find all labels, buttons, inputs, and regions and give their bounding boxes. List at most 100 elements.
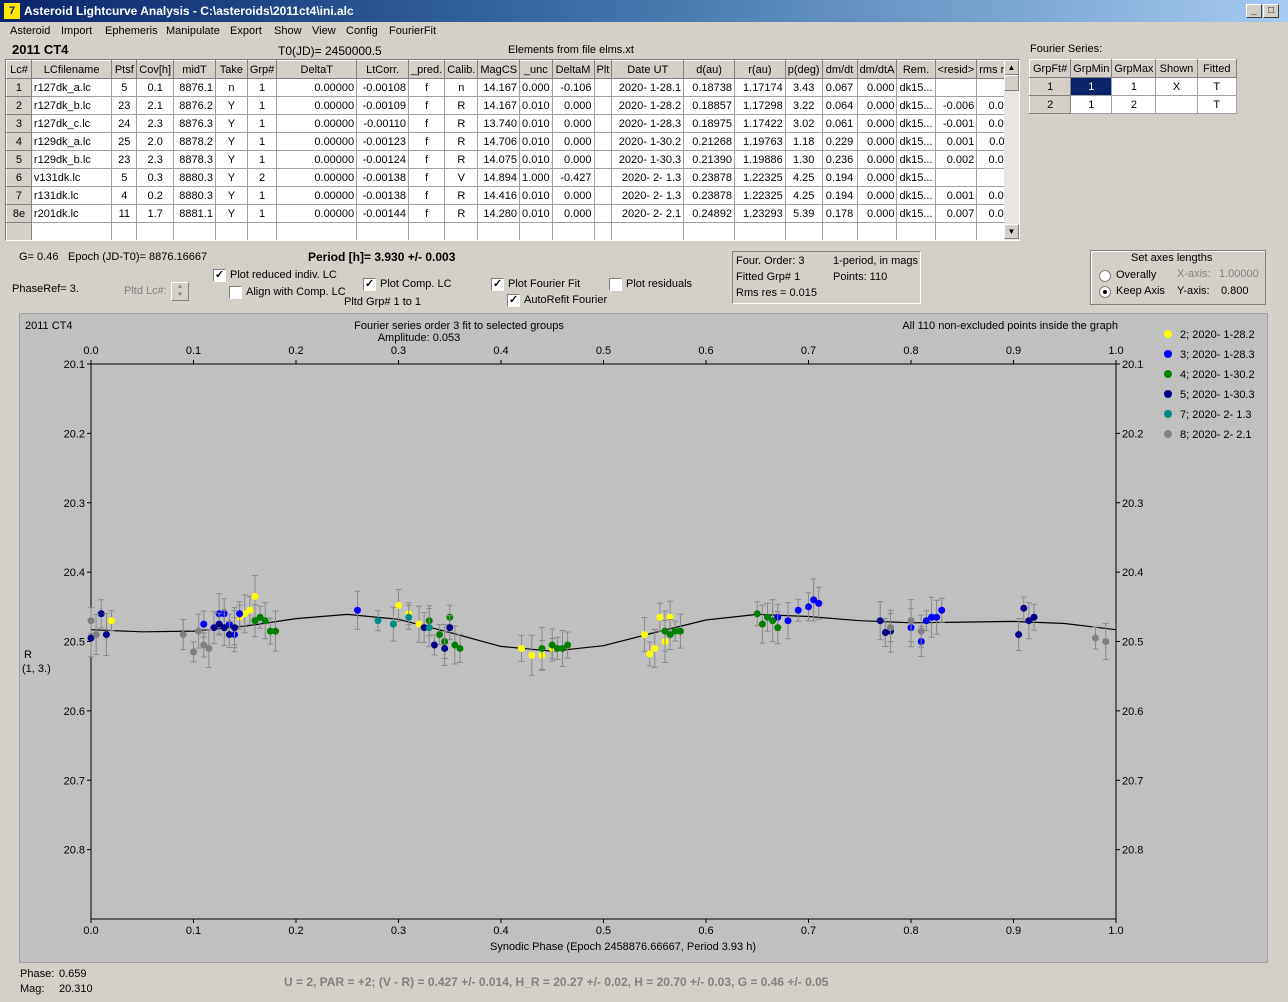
table-cell[interactable]: 1 [246,114,278,133]
table-cell[interactable]: 1.23293 [733,204,786,223]
table-cell[interactable]: 14.167 [477,78,521,97]
table-cell[interactable]: f [408,96,446,115]
autorefit-checkbox[interactable]: ✓ [507,294,520,307]
table-cell[interactable]: f [408,78,446,97]
table-cell[interactable]: V [444,168,479,187]
table-cell[interactable]: f [408,168,446,187]
fourier-column-header[interactable]: GrpMin [1070,59,1113,78]
table-cell[interactable]: 0.00000 [276,204,358,223]
table-cell[interactable]: f [408,150,446,169]
table-cell[interactable]: Y [214,150,248,169]
table-cell[interactable]: 0.00000 [276,78,358,97]
table-cell[interactable]: 2 [6,96,32,115]
table-cell[interactable]: 0.000 [856,168,898,187]
table-cell[interactable]: -0.00138 [356,186,410,205]
table-cell[interactable]: 5.39 [784,204,823,223]
table-cell[interactable]: 0.000 [551,96,595,115]
table-cell[interactable] [593,78,613,97]
table-cell[interactable]: 0.229 [821,132,858,151]
scroll-up-icon[interactable]: ▲ [1004,60,1019,75]
table-cell[interactable]: 1.17422 [733,114,786,133]
table-cell[interactable]: -0.00124 [356,150,410,169]
table-cell[interactable] [934,78,978,97]
fourier-cell[interactable]: 2 [1111,95,1157,114]
table-cell[interactable]: R [444,186,479,205]
column-header[interactable]: DeltaM [551,60,595,79]
x-axis-value[interactable]: 1.00000 [1219,268,1259,280]
table-cell[interactable]: -0.00110 [356,114,410,133]
table-cell[interactable]: 23 [111,96,138,115]
table-cell[interactable]: 1.17298 [733,96,786,115]
table-cell[interactable]: 2.3 [136,150,175,169]
table-cell[interactable]: 1 [246,96,278,115]
table-cell[interactable]: f [408,204,446,223]
table-cell[interactable]: 2020- 1-30.3 [611,150,685,169]
table-cell[interactable]: dk15... [896,204,936,223]
table-cell[interactable]: dk15... [896,150,936,169]
table-cell[interactable]: Y [214,132,248,151]
table-cell[interactable]: 0.000 [856,132,898,151]
table-cell[interactable] [593,96,613,115]
table-cell[interactable]: 1 [246,186,278,205]
column-header[interactable]: <resid> [934,60,978,79]
menu-export[interactable]: Export [230,25,262,37]
spin-up-icon[interactable]: ▲ [177,284,183,290]
table-cell[interactable]: 0.24892 [683,204,735,223]
table-cell[interactable]: 3.02 [784,114,823,133]
table-cell[interactable]: r129dk_b.lc [30,150,113,169]
column-header[interactable]: dm/dt [821,60,858,79]
column-header[interactable]: Grp# [246,60,278,79]
table-cell[interactable]: R [444,132,479,151]
table-cell[interactable]: r129dk_a.lc [30,132,113,151]
table-row[interactable]: 7 r131dk.lc 4 0.2 8880.3 Y 1 0.00000 -0.00138 f R 1… [6,186,1019,205]
table-cell[interactable]: 7 [6,186,32,205]
table-cell[interactable]: 0.00000 [276,114,358,133]
table-cell[interactable]: 1.19886 [733,150,786,169]
table-row[interactable]: 6 v131dk.lc 5 0.3 8880.3 Y 2 0.00000 -0.00138 f V 1… [6,168,1019,187]
table-cell[interactable]: -0.00138 [356,168,410,187]
spin-down-icon[interactable]: ▼ [177,292,183,298]
column-header[interactable]: DeltaT [276,60,358,79]
table-cell[interactable]: r127dk_a.lc [30,78,113,97]
table-cell[interactable]: 1.000 [519,168,553,187]
table-row-empty[interactable] [6,222,1019,240]
table-cell[interactable]: 1 [246,204,278,223]
table-row[interactable]: 3 r127dk_c.lc 24 2.3 8876.3 Y 1 0.00000 -0.00110… [6,114,1019,133]
table-cell[interactable] [593,114,613,133]
table-cell[interactable]: 0.000 [551,204,595,223]
table-cell[interactable]: 2020- 1-28.1 [611,78,685,97]
table-row[interactable]: 1 r127dk_a.lc 5 0.1 8876.1 n 1 0.00000 -0.00108 f… [6,78,1019,97]
table-cell[interactable]: dk15... [896,186,936,205]
table-cell[interactable]: -0.001 [934,114,978,133]
menu-asteroid[interactable]: Asteroid [10,25,51,37]
table-cell[interactable]: 0.178 [821,204,858,223]
fourier-column-header[interactable]: GrpMax [1111,59,1157,78]
table-cell[interactable]: 0.000 [551,114,595,133]
table-cell[interactable]: 0.000 [551,150,595,169]
keep-axis-radio[interactable] [1099,286,1111,298]
table-cell[interactable]: Y [214,114,248,133]
table-cell[interactable]: 2.3 [136,114,175,133]
column-header[interactable]: LCfilename [30,60,113,79]
table-cell[interactable]: 2020- 1-30.2 [611,132,685,151]
table-cell[interactable]: -0.00123 [356,132,410,151]
fourier-cell[interactable]: X [1155,77,1198,96]
y-axis-value[interactable]: 0.800 [1221,285,1249,297]
table-cell[interactable]: 0.000 [551,186,595,205]
table-cell[interactable]: n [214,78,248,97]
table-cell[interactable]: 0.000 [519,78,553,97]
table-cell[interactable]: 0.21390 [683,150,735,169]
column-header[interactable]: Rem. [896,60,936,79]
table-cell[interactable]: 0.00000 [276,96,358,115]
table-cell[interactable]: 0.23878 [683,186,735,205]
table-cell[interactable]: -0.00144 [356,204,410,223]
table-cell[interactable]: 0.001 [934,186,978,205]
table-cell[interactable]: 4.25 [784,168,823,187]
table-cell[interactable]: 2020- 2- 1.3 [611,186,685,205]
table-cell[interactable]: 1.7 [136,204,175,223]
column-header[interactable]: dm/dtA [856,60,898,79]
table-cell[interactable]: 0.067 [821,78,858,97]
scroll-down-icon[interactable]: ▼ [1004,224,1019,239]
table-cell[interactable]: -0.427 [551,168,595,187]
table-cell[interactable]: 1 [246,150,278,169]
